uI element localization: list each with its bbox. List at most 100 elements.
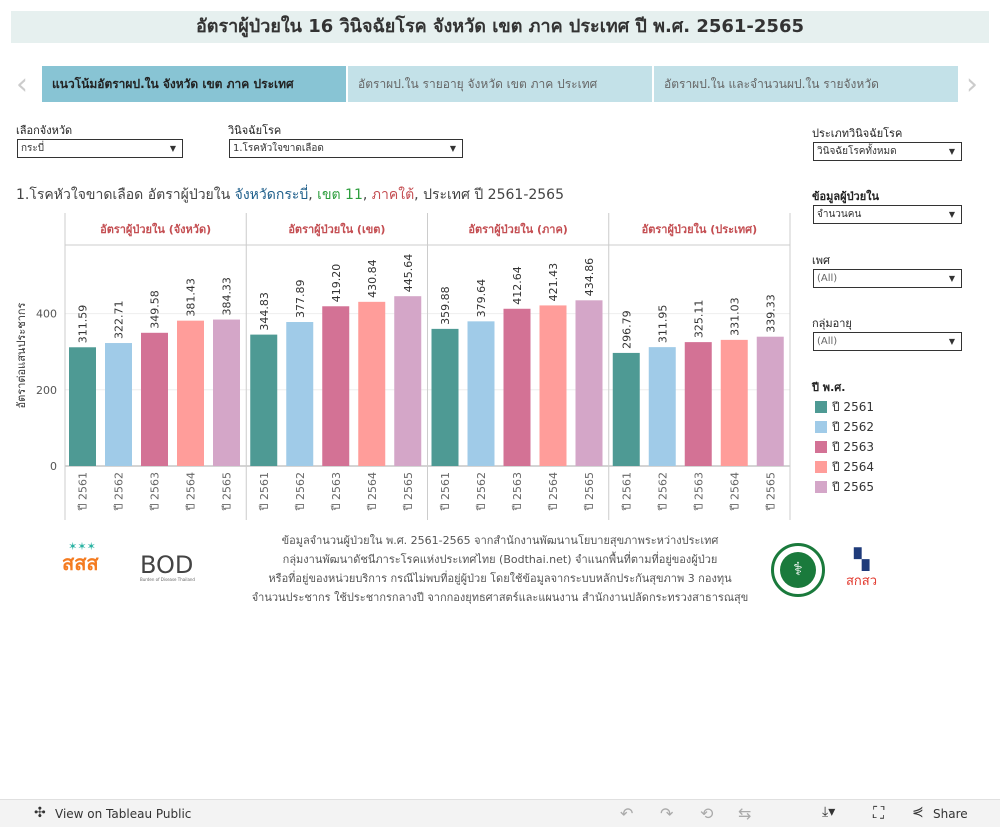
x-tick-label: ปี 2562 — [113, 472, 126, 512]
data-label: 421.43 — [547, 263, 560, 302]
share-icon[interactable]: ⋞ — [912, 804, 924, 820]
age-label: กลุ่มอายุ — [812, 317, 852, 330]
bar — [720, 339, 748, 466]
x-tick-label: ปี 2561 — [77, 472, 90, 512]
subtitle-sep: , — [308, 187, 318, 203]
y-tick-label: 200 — [36, 384, 57, 397]
legend-item[interactable]: ปี 2561 — [815, 398, 874, 416]
prev-tab-arrow-icon[interactable]: ‹ — [16, 67, 28, 102]
bar — [250, 334, 278, 466]
bod-logo-text: BOD — [140, 551, 194, 579]
tab-trend[interactable]: แนวโน้มอัตราผป.ใน จังหวัด เขต ภาค ประเทศ — [42, 66, 346, 102]
next-tab-arrow-icon[interactable]: › — [966, 67, 978, 102]
x-tick-label: ปี 2565 — [764, 472, 777, 512]
bar — [69, 347, 96, 466]
share-button[interactable]: Share — [933, 807, 968, 821]
thaihealth-logo: ✶✶✶ สสส — [62, 540, 102, 595]
footnote-line: หรือที่อยู่ของหน่วยบริการ กรณีไม่พบที่อย… — [268, 572, 732, 585]
data-label: 384.33 — [221, 277, 234, 316]
x-tick-label: ปี 2565 — [583, 472, 596, 512]
sex-select[interactable]: (All) ▼ — [813, 269, 962, 288]
x-tick-label: ปี 2563 — [511, 472, 524, 512]
data-label: 344.83 — [258, 292, 271, 331]
tsri-logo: ▚ สกสว — [846, 548, 877, 591]
subtitle-area: ภาคใต้ — [371, 187, 415, 203]
data-type-label: ข้อมูลผู้ป่วยใน — [812, 190, 880, 203]
view-on-tableau-link[interactable]: View on Tableau Public — [55, 807, 192, 821]
data-label: 434.86 — [583, 258, 596, 297]
diag-type-select[interactable]: วินิจฉัยโรคทั้งหมด ▼ — [813, 142, 962, 161]
sex-value: (All) — [817, 273, 838, 284]
tab-by-province[interactable]: อัตราผป.ใน และจำนวนผป.ใน รายจังหวัด — [654, 66, 958, 102]
tsri-logo-text: สกสว — [846, 574, 878, 589]
bar — [539, 305, 567, 466]
legend-title: ปี พ.ศ. — [812, 381, 846, 394]
data-label: 322.71 — [113, 301, 126, 340]
x-tick-label: ปี 2561 — [439, 472, 452, 512]
x-tick-label: ปี 2562 — [475, 472, 488, 512]
bar — [213, 319, 240, 466]
redo-icon[interactable]: ↷ — [660, 804, 674, 823]
x-tick-label: ปี 2564 — [185, 472, 198, 512]
dropdown-arrow-icon: ▼ — [449, 144, 456, 153]
legend-swatch — [815, 421, 827, 433]
bar — [431, 328, 459, 466]
legend-swatch — [815, 481, 827, 493]
province-select[interactable]: กระบี่ ▼ — [17, 139, 183, 158]
dropdown-arrow-icon: ▼ — [948, 337, 955, 346]
refresh-icon[interactable]: ⇆ — [738, 804, 752, 823]
bar-chart: 0 200 400 อัตราต่อแสนประชากร อัตราผู้ป่วยใน … — [15, 213, 791, 520]
legend-item[interactable]: ปี 2565 — [815, 478, 874, 496]
tab-by-age[interactable]: อัตราผป.ใน รายอายุ จังหวัด เขต ภาค ประเท… — [348, 66, 652, 102]
data-label: 381.43 — [185, 278, 198, 317]
bar — [105, 343, 132, 466]
legend-swatch — [815, 441, 827, 453]
x-tick-label: ปี 2563 — [692, 472, 705, 512]
thaihealth-figures-icon: ✶✶✶ — [68, 540, 96, 553]
diagnosis-select[interactable]: 1.โรคหัวใจขาดเลือด ▼ — [229, 139, 463, 158]
data-label: 412.64 — [511, 266, 524, 305]
y-tick-label: 0 — [50, 460, 57, 473]
diagnosis-value: 1.โรคหัวใจขาดเลือด — [233, 143, 324, 154]
panel-title: อัตราผู้ป่วยใน (ประเทศ) — [642, 222, 757, 237]
data-label: 296.79 — [620, 310, 633, 349]
subtitle-province: จังหวัดกระบี่ — [234, 187, 309, 203]
data-label: 359.88 — [439, 286, 452, 325]
data-label: 445.64 — [402, 254, 415, 293]
data-type-value: จำนวนคน — [817, 209, 862, 220]
panel-title: อัตราผู้ป่วยใน (จังหวัด) — [100, 222, 211, 237]
undo-icon[interactable]: ↶ — [620, 804, 634, 823]
thaihealth-logo-text: สสส — [62, 551, 99, 575]
download-icon[interactable]: ⤓▾ — [822, 804, 836, 820]
revert-icon[interactable]: ⟲ — [700, 804, 714, 823]
data-label: 339.33 — [764, 294, 777, 333]
data-label: 311.95 — [656, 305, 669, 344]
tableau-logo-icon: ✣ — [34, 805, 46, 821]
age-select[interactable]: (All) ▼ — [813, 332, 962, 351]
x-tick-label: ปี 2564 — [547, 472, 560, 512]
legend-label: ปี 2564 — [832, 460, 874, 474]
legend-item[interactable]: ปี 2562 — [815, 418, 874, 436]
tableau-toolbar: ✣ View on Tableau Public ↶ ↷ ⟲ ⇆ ⤓▾ ⛶ ⋞ … — [0, 799, 1000, 827]
panel-title: อัตราผู้ป่วยใน (เขต) — [288, 222, 385, 237]
data-type-select[interactable]: จำนวนคน ▼ — [813, 205, 962, 224]
legend-item[interactable]: ปี 2563 — [815, 438, 874, 456]
legend-label: ปี 2561 — [832, 400, 874, 414]
x-tick-label: ปี 2562 — [294, 472, 307, 512]
bar — [756, 336, 784, 466]
panel-title: อัตราผู้ป่วยใน (ภาค) — [468, 222, 567, 237]
diag-type-value: วินิจฉัยโรคทั้งหมด — [817, 146, 897, 157]
data-label: 419.20 — [330, 264, 343, 303]
x-tick-label: ปี 2563 — [149, 472, 162, 512]
diag-type-label: ประเภทวินิจฉัยโรค — [812, 127, 903, 140]
y-axis-label: อัตราต่อแสนประชากร — [15, 302, 28, 408]
bar — [503, 308, 531, 466]
fullscreen-icon[interactable]: ⛶ — [873, 803, 885, 822]
legend-swatch — [815, 401, 827, 413]
sex-label: เพศ — [812, 254, 830, 267]
footnote-line: ข้อมูลจำนวนผู้ป่วยใน พ.ศ. 2561-2565 จากส… — [281, 534, 719, 547]
x-tick-label: ปี 2561 — [620, 472, 633, 512]
bar — [322, 306, 350, 466]
legend-item[interactable]: ปี 2564 — [815, 458, 874, 476]
dropdown-arrow-icon: ▼ — [948, 210, 955, 219]
